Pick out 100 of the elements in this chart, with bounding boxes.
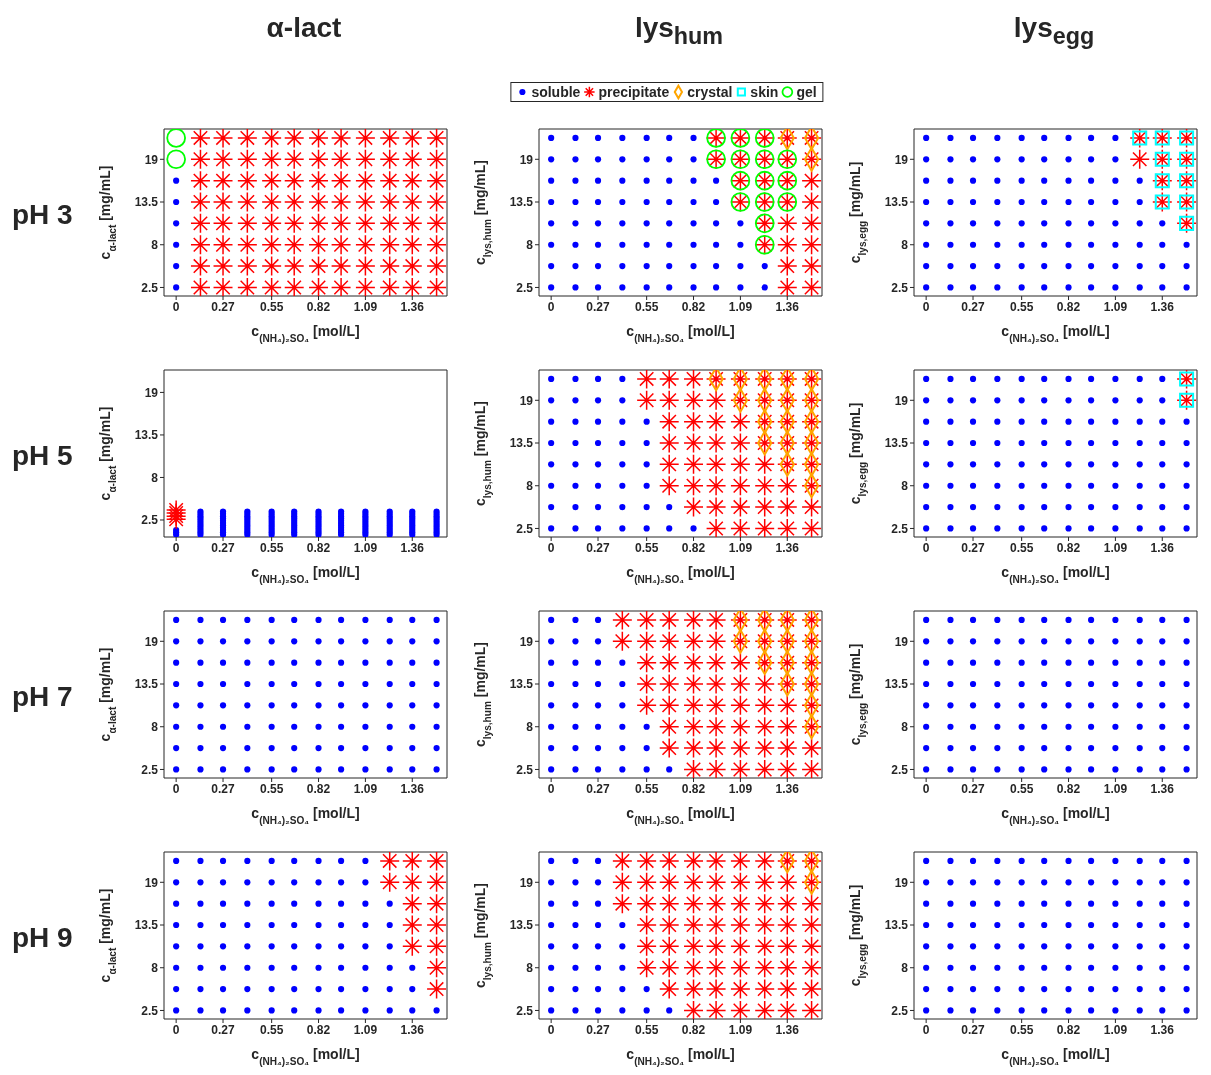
point [572, 745, 579, 752]
point [619, 723, 626, 730]
y-tick-label: 19 [894, 875, 909, 890]
x-tick-label: 1.09 [728, 299, 753, 314]
point [643, 745, 650, 752]
point [572, 723, 579, 730]
point [548, 745, 555, 752]
point [619, 680, 626, 688]
point [166, 129, 186, 148]
point [173, 177, 180, 184]
x-tick-label: 0 [172, 1022, 180, 1037]
point [619, 504, 626, 511]
y-tick-label: 13.5 [884, 918, 909, 933]
point [572, 461, 579, 468]
point [572, 986, 579, 993]
point [777, 234, 798, 255]
point [683, 390, 704, 411]
point [801, 191, 822, 213]
point [426, 893, 447, 914]
x-tick-label: 0.27 [211, 1022, 236, 1037]
point [801, 213, 822, 234]
y-tick-label: 8 [151, 237, 159, 252]
point [166, 149, 186, 170]
point [730, 475, 751, 496]
point [548, 375, 555, 383]
x-tick-label: 0 [547, 299, 555, 314]
point [572, 879, 579, 886]
x-tick-label: 1.09 [1103, 781, 1128, 796]
point [801, 496, 822, 518]
point [594, 723, 602, 730]
point [754, 475, 775, 496]
x-tick-label: 0.27 [961, 540, 986, 555]
x-tick-label: 0 [547, 781, 555, 796]
point [594, 638, 602, 645]
y-tick-label: 19 [519, 393, 534, 408]
point [572, 616, 579, 624]
x-tick-label: 0.82 [681, 299, 706, 314]
point [619, 921, 626, 929]
point [548, 616, 555, 624]
point [379, 872, 400, 893]
x-tick-label: 0.55 [259, 1022, 284, 1037]
point [426, 978, 447, 1000]
point [643, 504, 650, 511]
point [690, 525, 697, 532]
point [173, 284, 180, 291]
x-tick-label: 0.55 [1009, 1022, 1034, 1037]
point [801, 255, 822, 277]
point [619, 1007, 626, 1014]
point [594, 659, 602, 666]
point [572, 943, 579, 950]
point [548, 943, 555, 950]
x-tick-label: 0.27 [586, 540, 611, 555]
point [594, 616, 602, 624]
point [548, 1007, 555, 1014]
y-tick-label: 13.5 [134, 195, 159, 210]
x-tick-label: 0.82 [306, 1022, 331, 1037]
x-tick-label: 1.09 [1103, 1022, 1128, 1037]
point [777, 255, 798, 277]
point [643, 418, 650, 425]
y-tick-label: 19 [894, 634, 909, 649]
point [402, 914, 423, 936]
point [594, 745, 602, 752]
point [594, 943, 602, 950]
point [619, 986, 626, 993]
point [426, 957, 447, 978]
y-tick-label: 2.5 [891, 521, 909, 536]
point [666, 525, 673, 532]
y-tick-label: 8 [901, 237, 909, 252]
chart-title: lys$_{egg}$ [1012, 12, 1096, 50]
y-tick-label: 19 [519, 634, 534, 649]
text: pH 3 [12, 198, 73, 231]
y-tick-label: 13.5 [509, 195, 534, 210]
x-tick-label: 0.82 [306, 540, 331, 555]
y-tick-label: 13.5 [134, 428, 159, 443]
point [658, 411, 680, 432]
x-tick-label: 1.36 [400, 781, 425, 796]
point [594, 375, 602, 383]
point [594, 439, 602, 447]
point [801, 234, 822, 255]
x-tick-label: 1.09 [353, 540, 378, 555]
point [572, 659, 579, 666]
y-tick-label: 13.5 [134, 918, 159, 933]
point [705, 390, 727, 411]
y-tick-label: 8 [151, 470, 159, 485]
point [636, 370, 657, 390]
y-tick-label: 8 [901, 960, 909, 975]
x-axis-title: c$_{(NH₄)₂SO₄}$ [mol/L] [1001, 1046, 1110, 1067]
point [754, 518, 775, 537]
chart-title: α-lact [265, 12, 343, 44]
x-tick-label: 0 [922, 299, 930, 314]
x-tick-label: 0.55 [259, 299, 284, 314]
x-tick-label: 0.82 [1056, 781, 1081, 796]
point [705, 432, 727, 454]
x-tick-label: 0.27 [211, 540, 236, 555]
point [619, 702, 626, 709]
x-tick-label: 1.36 [1150, 781, 1175, 796]
point [402, 936, 423, 957]
point [173, 198, 180, 206]
y-tick-label: 13.5 [884, 677, 909, 692]
point [594, 766, 602, 773]
